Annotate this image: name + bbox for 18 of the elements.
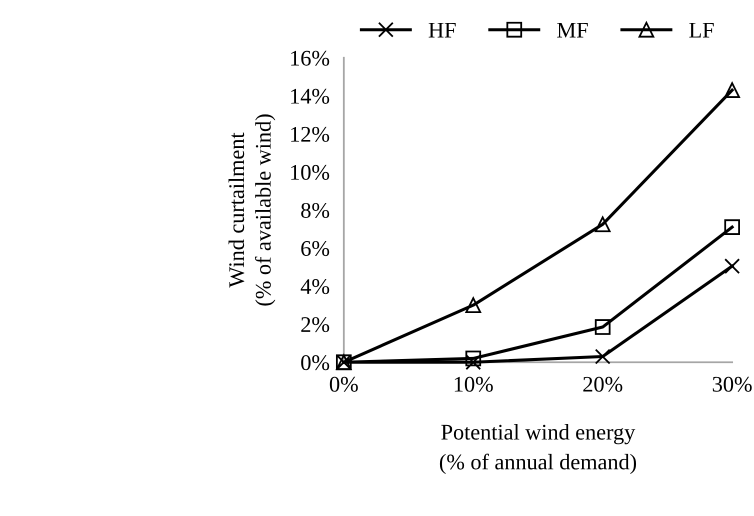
y-axis-title: Wind curtailment (% of available wind) — [228, 114, 276, 306]
x-tick-label: 30% — [712, 376, 752, 392]
y-tick-label: 0% — [301, 355, 330, 370]
x-axis-title: Potential wind energy (% of annual demand) — [440, 424, 636, 474]
y-tick-label: 10% — [291, 164, 330, 180]
y-tick-label: 8% — [301, 202, 330, 218]
x-tick-label: 20% — [583, 376, 622, 392]
legend-label: HF — [428, 22, 456, 38]
y-tick-label: 2% — [301, 317, 330, 332]
y-tick-label: 16% — [291, 50, 330, 66]
y-tick-label: 12% — [291, 126, 330, 142]
legend-label: MF — [557, 22, 588, 38]
x-tick-label: 10% — [454, 376, 493, 392]
legend-label: LF — [689, 22, 714, 38]
y-tick-label: 14% — [291, 88, 330, 104]
x-tick-label: 0% — [330, 376, 358, 392]
y-tick-label: 6% — [301, 241, 330, 256]
y-tick-label: 4% — [300, 279, 330, 294]
